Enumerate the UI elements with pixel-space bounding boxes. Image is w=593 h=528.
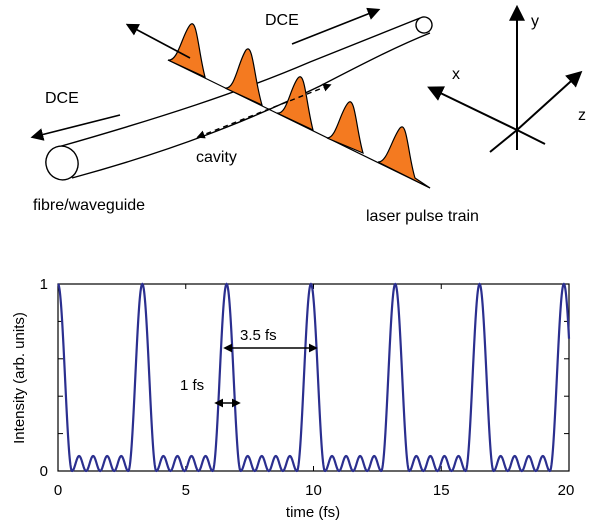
xtick-label-0: 0 [54,482,62,499]
label-dce-upper: DCE [265,12,299,29]
y-axis-label: Intensity (arb. units) [11,312,28,444]
x-axis-label: time (fs) [286,504,340,521]
pulse-5 [377,126,431,189]
ytick-label-1: 1 [40,276,48,293]
label-fibre: fibre/waveguide [33,197,145,214]
pulse-2 [224,48,263,107]
z-axis-arrow [516,70,583,131]
axis-label-y: y [531,13,539,30]
ytick-label-0: 0 [40,463,48,480]
dce-arrow-upper-left [125,23,191,59]
x-axis-arrow [427,86,518,131]
xtick-label-5: 5 [182,482,190,499]
period-annotation: 3.5 fs [240,327,277,344]
axis-label-z: z [578,107,586,124]
z-axis-tail [489,129,518,153]
coordinate-axes: y x z [427,4,586,153]
pulse-1 [167,23,206,79]
dce-arrow-lower-left [30,114,121,141]
schematic: DCE DCE cavity fibre/waveguide laser pul… [30,4,586,225]
x-axis-tail [516,129,546,145]
width-annotation: 1 fs [180,377,204,394]
intensity-curve [57,282,571,473]
fibre-waveguide [45,16,433,181]
dce-arrow-upper-right [291,7,381,45]
xtick-label-20: 20 [558,482,575,499]
xtick-label-15: 15 [433,482,450,499]
label-dce-lower: DCE [45,90,79,107]
cavity-arrow [196,83,332,139]
label-cavity: cavity [196,149,237,166]
label-laser: laser pulse train [366,208,479,225]
intensity-chart: 0 5 10 15 20 0 1 time (fs) Intensity (ar… [11,276,574,521]
xtick-label-10: 10 [305,482,322,499]
axis-label-x: x [452,66,460,83]
pulse-4 [326,101,364,155]
